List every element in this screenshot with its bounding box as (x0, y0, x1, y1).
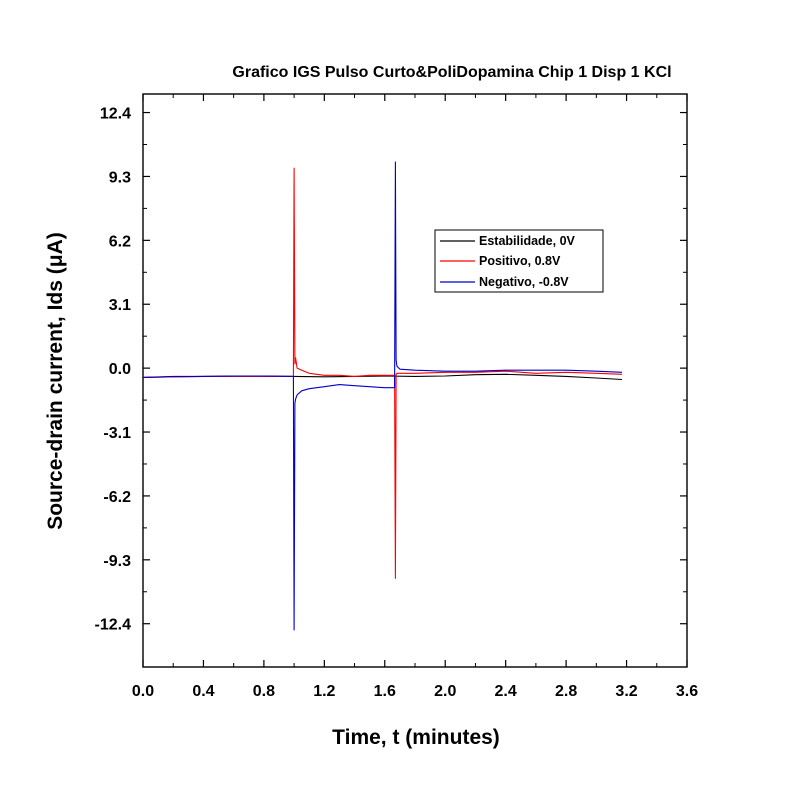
y-tick-label: 6.2 (109, 233, 131, 250)
x-tick-label: 2.4 (495, 683, 517, 700)
chart-title: Grafico IGS Pulso Curto&PoliDopamina Chi… (232, 64, 671, 81)
plot-frame (142, 93, 688, 668)
legend-label-positivo: Positivo, 0.8V (479, 254, 561, 268)
x-tick-label: 3.6 (676, 683, 698, 700)
y-tick-label: 0.0 (109, 361, 131, 378)
legend-label-estabilidade: Estabilidade, 0V (479, 234, 576, 248)
y-axis-title: Source-drain current, Ids (μA) (44, 232, 67, 530)
y-tick-label: -3.1 (103, 425, 131, 442)
legend-label-negativo: Negativo, -0.8V (479, 275, 569, 289)
y-tick-label: -12.4 (95, 617, 132, 634)
y-tick-label: -6.2 (103, 489, 131, 506)
y-tick-label: 9.3 (109, 169, 131, 186)
x-axis-ticks: 0.0 0.4 0.8 1.2 1.6 2.0 2.4 2.8 3.2 3.6 (132, 94, 698, 700)
x-tick-label: 2.8 (555, 683, 577, 700)
series-negativo-line (142, 161, 623, 631)
x-tick-label: 1.6 (374, 683, 396, 700)
y-axis-ticks: 12.4 9.3 6.2 3.1 0.0 -3.1 -6.2 -9.3 -12.4 (95, 106, 687, 634)
x-tick-label: 1.2 (313, 683, 335, 700)
series-layer (142, 161, 623, 631)
legend: Estabilidade, 0V Positivo, 0.8V Negativo… (434, 229, 604, 293)
y-tick-label: 3.1 (109, 297, 131, 314)
y-tick-label: -9.3 (103, 553, 131, 570)
x-tick-label: 0.0 (132, 683, 154, 700)
plot-area (142, 93, 688, 668)
y-tick-label: 12.4 (100, 106, 131, 123)
x-tick-label: 0.4 (192, 683, 214, 700)
x-axis-title: Time, t (minutes) (332, 726, 500, 749)
x-tick-label: 0.8 (253, 683, 275, 700)
x-tick-label: 3.2 (615, 683, 637, 700)
x-tick-label: 2.0 (434, 683, 456, 700)
